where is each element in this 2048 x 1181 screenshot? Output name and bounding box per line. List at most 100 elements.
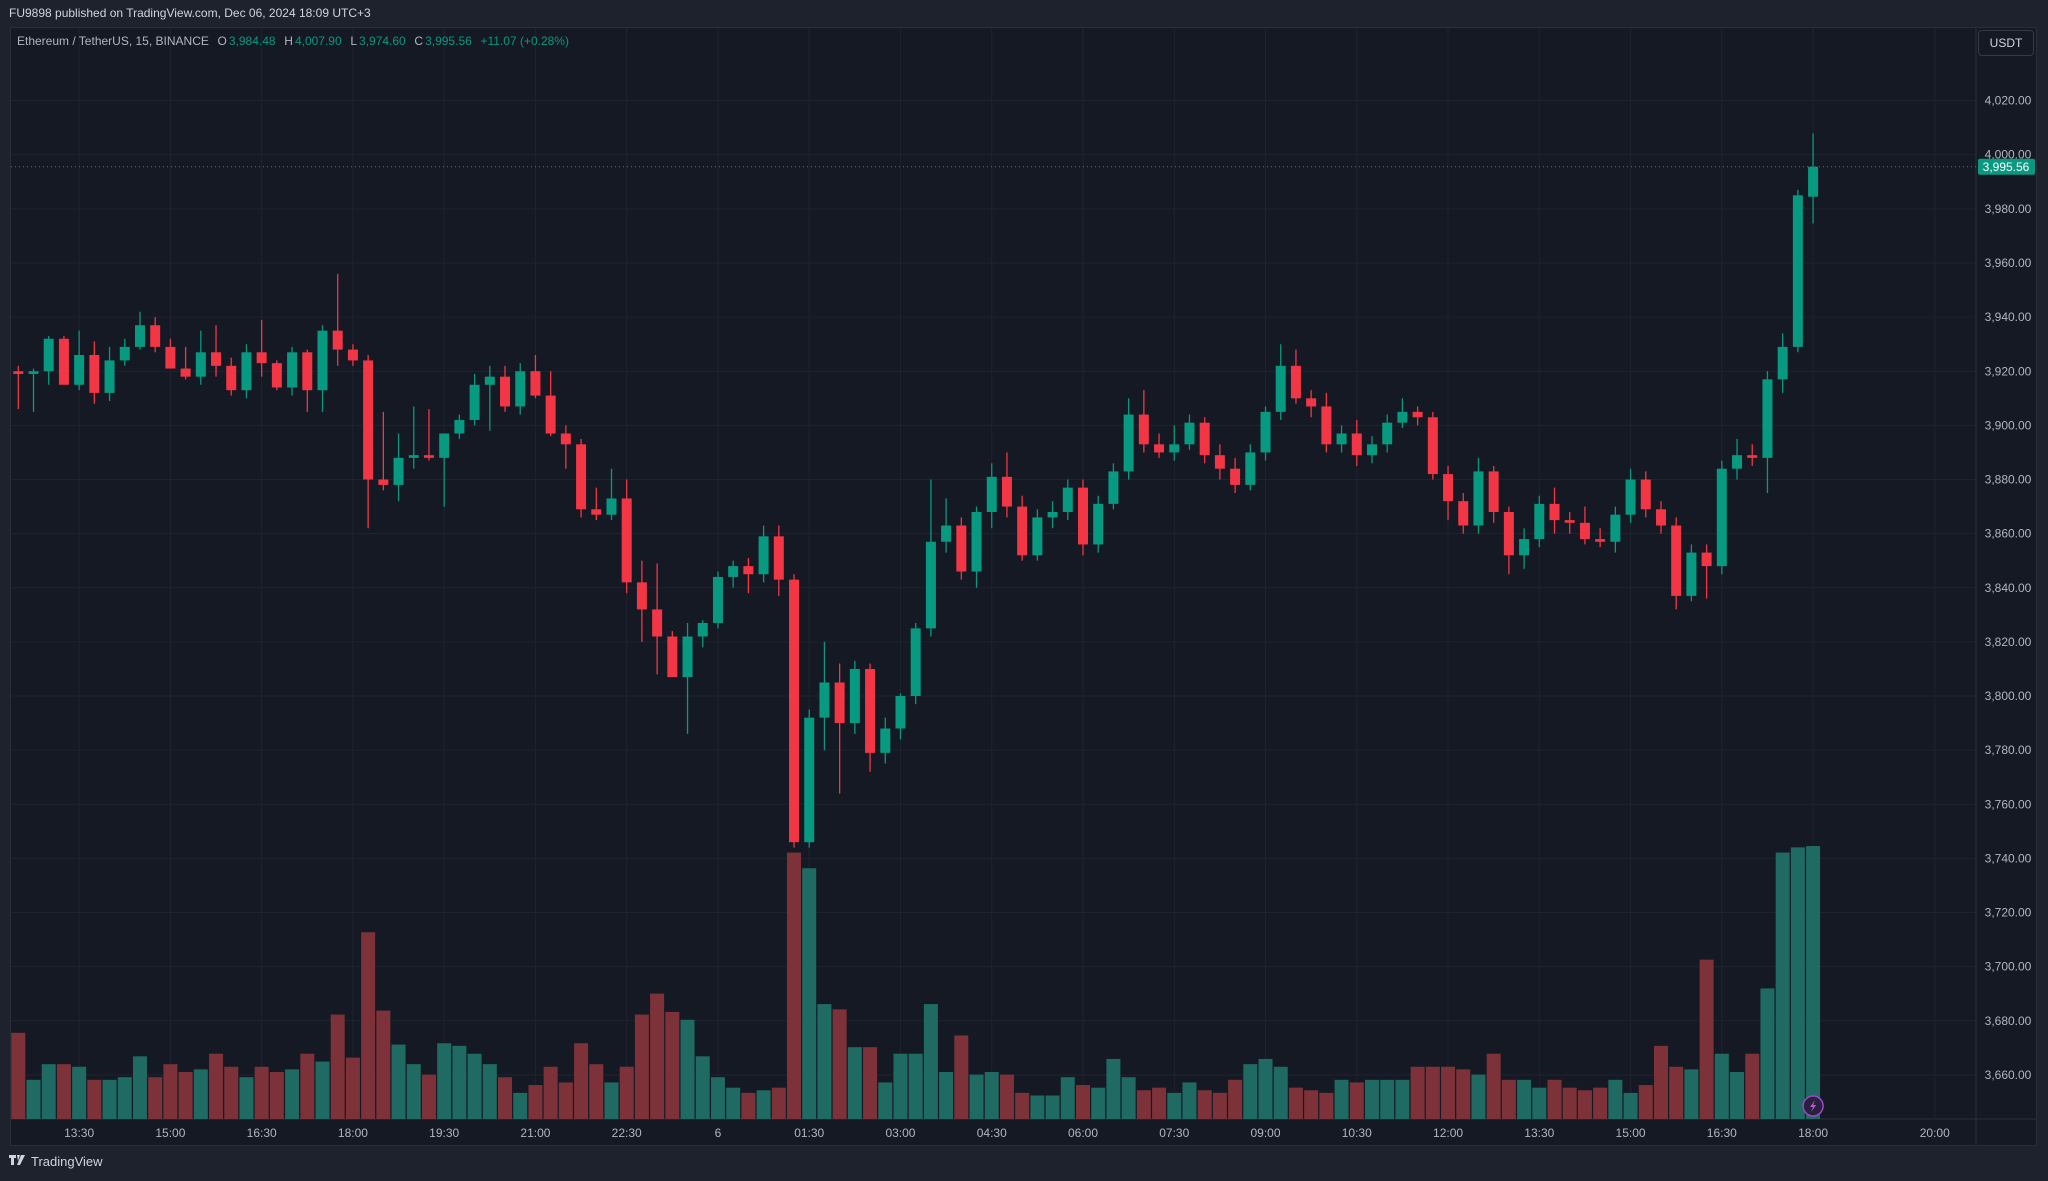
volume-bar [376, 1010, 391, 1119]
candle-body [636, 582, 647, 610]
x-tick-label: 15:00 [1616, 1126, 1646, 1140]
volume-bar [482, 1064, 497, 1119]
candle-body [58, 338, 69, 385]
x-tick-label: 16:30 [247, 1126, 277, 1140]
volume-bar [193, 1069, 208, 1119]
volume-bar [1136, 1090, 1151, 1119]
volume-bar [102, 1079, 117, 1119]
volume-bar [117, 1077, 132, 1119]
candle-body [1443, 474, 1454, 502]
candle-body [439, 433, 450, 458]
candle-body [834, 682, 845, 724]
candle-body [1458, 501, 1469, 526]
candle-body [1062, 487, 1073, 512]
candle-body [1047, 511, 1058, 518]
volume-bar [269, 1071, 284, 1119]
volume-bar [1060, 1077, 1075, 1119]
volume-bar [1395, 1079, 1410, 1119]
y-tick-label: 3,760.00 [1985, 797, 2032, 811]
volume-bar [817, 1004, 832, 1119]
volume-bar [710, 1077, 725, 1119]
candle-body [1366, 444, 1377, 456]
x-tick-label: 21:00 [520, 1126, 550, 1140]
volume-bar [802, 868, 817, 1119]
volume-bar [1760, 988, 1775, 1119]
volume-bar [847, 1047, 862, 1119]
volume-bar [954, 1035, 969, 1119]
y-tick-label: 3,660.00 [1985, 1068, 2032, 1082]
x-tick-label: 20:00 [1920, 1126, 1950, 1140]
y-tick-label: 3,740.00 [1985, 851, 2032, 865]
volume-bar [863, 1047, 878, 1119]
currency-button[interactable]: USDT [1978, 30, 2034, 56]
volume-bar [224, 1066, 239, 1119]
candle-body [773, 536, 784, 580]
candle-body [712, 576, 723, 623]
high-label: H [284, 34, 293, 48]
volume-bar [604, 1082, 619, 1119]
candle-body [1549, 503, 1560, 521]
volume-bar [634, 1014, 649, 1119]
y-tick-label: 3,720.00 [1985, 906, 2032, 920]
candle-body [226, 365, 237, 391]
candle-body [530, 371, 541, 396]
x-tick-label: 01:30 [794, 1126, 824, 1140]
last-price-badge [1978, 158, 2035, 175]
volume-bar [543, 1066, 558, 1119]
candle-body [363, 360, 374, 480]
volume-bar [1015, 1092, 1030, 1119]
candle-body [971, 511, 982, 572]
volume-bar [26, 1079, 41, 1119]
candle-body [484, 376, 495, 385]
volume-bar [984, 1071, 999, 1119]
candle-body [256, 352, 267, 364]
candle-body [1382, 422, 1393, 445]
y-tick-label: 3,960.00 [1985, 256, 2032, 270]
candle-body [1473, 471, 1484, 526]
candle-body [880, 728, 891, 753]
candle-body [28, 371, 39, 374]
symbol-legend: Ethereum / TetherUS, 15, BINANCE O 3,984.… [17, 32, 571, 50]
x-tick-label: 18:00 [1798, 1126, 1828, 1140]
volume-bar [1730, 1071, 1745, 1119]
symbol-name[interactable]: Ethereum / TetherUS, 15, BINANCE [17, 34, 209, 48]
x-tick-label: 10:30 [1342, 1126, 1372, 1140]
volume-bar [1608, 1079, 1623, 1119]
candle-body [591, 509, 602, 515]
candle-body [1199, 422, 1210, 456]
x-tick-label: 12:00 [1433, 1126, 1463, 1140]
volume-bar [1471, 1074, 1486, 1119]
volume-bar [209, 1053, 224, 1119]
volume-bar [1593, 1087, 1608, 1119]
volume-bar [650, 993, 665, 1119]
tradingview-logo-icon [9, 1154, 27, 1169]
volume-bar [391, 1044, 406, 1119]
volume-bar [1790, 847, 1805, 1119]
volume-bar [1364, 1079, 1379, 1119]
y-tick-label: 4,020.00 [1985, 94, 2032, 108]
candle-body [1001, 476, 1012, 507]
footer-brand[interactable]: TradingView [9, 1154, 103, 1169]
candle-body [1671, 525, 1682, 596]
published-header: FU9898 published on TradingView.com, Dec… [9, 6, 371, 20]
volume-bar [680, 1019, 695, 1119]
y-tick-label: 3,860.00 [1985, 527, 2032, 541]
volume-bar [528, 1085, 543, 1119]
brand-name: TradingView [31, 1154, 103, 1169]
chart-frame[interactable] [10, 27, 2037, 1146]
candle-body [393, 457, 404, 485]
volume-bar [1669, 1066, 1684, 1119]
candle-body [408, 455, 419, 458]
y-tick-label: 3,880.00 [1985, 473, 2032, 487]
candle-body [1716, 468, 1727, 567]
volume-bar [56, 1064, 71, 1119]
volume-bar [1653, 1045, 1668, 1119]
volume-bar [1273, 1066, 1288, 1119]
candle-body [804, 717, 815, 843]
candle-body [560, 433, 571, 445]
volume-bar [72, 1066, 87, 1119]
y-tick-label: 3,700.00 [1985, 960, 2032, 974]
volume-bar [1532, 1087, 1547, 1119]
candle-body [1078, 487, 1088, 545]
